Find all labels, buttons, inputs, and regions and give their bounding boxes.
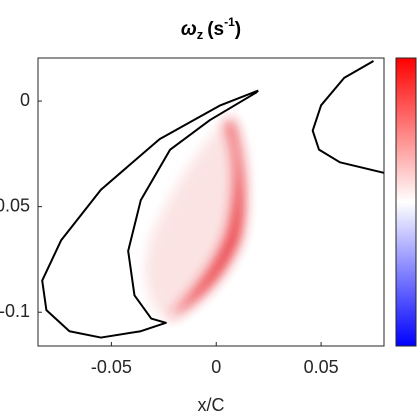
x-axis-label: x/C — [198, 395, 225, 415]
plot-frame — [37, 57, 385, 347]
contour-line — [311, 60, 384, 174]
title-subscript: z — [197, 27, 204, 42]
title-unit: (s — [207, 19, 224, 40]
title-exponent: -1 — [224, 15, 235, 29]
colorbar — [395, 57, 417, 347]
x-tick-label: 0 — [211, 357, 221, 377]
vorticity-field — [146, 118, 248, 320]
title-symbol: ω — [181, 19, 197, 40]
y-tick-label: -0.1 — [0, 301, 30, 321]
chart-title: ωz (s-1) — [181, 15, 241, 42]
y-tick-label: -0.05 — [0, 195, 30, 215]
title-close: ) — [235, 19, 241, 40]
x-tick-label: -0.05 — [91, 357, 132, 377]
y-tick-label: 0 — [20, 90, 30, 110]
contour-line — [41, 89, 259, 339]
x-tick-label: 0.05 — [304, 357, 339, 377]
